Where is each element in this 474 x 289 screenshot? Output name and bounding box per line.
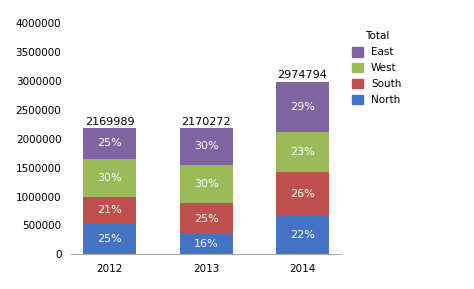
Text: 16%: 16% <box>194 239 219 249</box>
Text: 23%: 23% <box>290 147 315 157</box>
Bar <box>180 234 233 254</box>
Text: 30%: 30% <box>194 141 219 151</box>
Bar <box>83 223 137 254</box>
Text: 22%: 22% <box>290 230 315 240</box>
Text: 25%: 25% <box>98 234 122 244</box>
Bar <box>276 216 329 254</box>
Bar <box>180 128 233 165</box>
Bar <box>276 132 329 172</box>
Text: 25%: 25% <box>98 138 122 148</box>
Bar <box>83 159 137 197</box>
Text: 30%: 30% <box>194 179 219 189</box>
Bar <box>180 165 233 203</box>
Legend: East, West, South, North: East, West, South, North <box>349 28 405 108</box>
Bar <box>276 82 329 132</box>
Text: 30%: 30% <box>98 173 122 183</box>
Text: 26%: 26% <box>290 189 315 199</box>
Text: 2974794: 2974794 <box>278 70 328 80</box>
Text: 21%: 21% <box>98 205 122 215</box>
Text: 29%: 29% <box>290 102 315 112</box>
Bar <box>83 197 137 223</box>
Text: 2170272: 2170272 <box>182 116 231 127</box>
Text: 2169989: 2169989 <box>85 116 135 127</box>
Bar <box>276 172 329 216</box>
Text: 25%: 25% <box>194 214 219 224</box>
Bar <box>83 128 137 159</box>
Bar <box>180 203 233 234</box>
